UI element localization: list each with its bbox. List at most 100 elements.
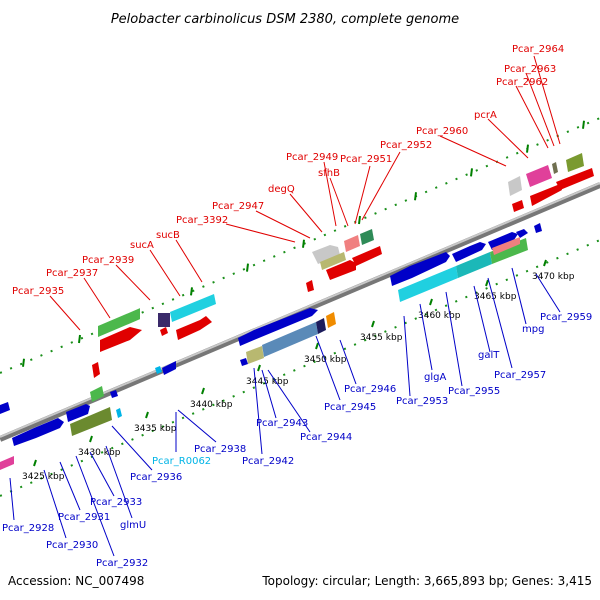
major-tick [201,387,205,395]
feature-block [312,245,340,264]
gene-label: Pcar_2953 [396,396,448,407]
scale-tick-label: 3460 kbp [418,311,461,321]
feature-arrow-forward [100,327,142,352]
feature-trna [116,408,122,418]
gene-label: Pcar_2947 [212,201,264,212]
gene-label: Pcar_2963 [504,64,556,75]
gene-label: Pcar_2952 [380,140,432,151]
scale-tick-label: 3435 kbp [134,424,177,434]
feature-block [492,237,520,255]
gene-label: Pcar_2935 [12,286,64,297]
accession-text: Accession: NC_007498 [8,574,144,588]
major-tick [315,342,319,350]
major-tick [89,435,93,443]
major-tick [190,287,193,296]
feature-arrow-forward [92,362,100,378]
gene-label: Pcar_2949 [286,152,338,163]
gene-label: Pcar_2938 [194,444,246,455]
feature-arrow-reverse [534,223,542,233]
feature-pcar-2944 [262,322,318,357]
scale-tick-label: 3425 kbp [22,472,65,482]
feature-block [566,153,584,172]
scale-tick-label: 3465 kbp [474,292,517,302]
gene-label: Pcar_2955 [448,386,500,397]
gene-label: mpg [522,324,544,335]
gene-label: Pcar_2933 [90,497,142,508]
feature-block [456,252,492,278]
feature-arrow-reverse [162,361,176,375]
feature-block [344,235,360,252]
feature-arrow-forward [326,260,356,280]
major-tick [485,279,489,287]
gene-label: Pcar_2946 [344,384,396,395]
feature-arrow-reverse [488,232,518,250]
feature-arrow-reverse [66,404,90,422]
major-tick [33,459,37,467]
backbone [0,182,600,442]
feature-arrow-reverse [12,418,64,446]
feature-arrow-reverse [238,308,318,346]
feature-arrow-forward [556,168,594,190]
scale-tick-label: 3445 kbp [246,377,289,387]
feature-sucA [170,294,216,322]
feature-block [508,176,522,196]
gene-label: Pcar_2944 [300,432,352,443]
top-label-leaders [49,55,561,331]
major-tick [145,411,149,419]
scale-tick-label: 3470 kbp [532,272,575,282]
bottom-gene-labels: Pcar_2928 Pcar_2930 Pcar_2931 Pcar_2932 … [2,312,592,569]
gene-label: Pcar_2951 [340,154,392,165]
scale-tick-labels: 3425 kbp 3430 kbp 3435 kbp 3440 kbp 3445 kbp… [22,272,575,482]
feature-arrow-reverse [0,402,10,414]
gene-label: Pcar_2957 [494,370,546,381]
gene-label: Pcar_2932 [96,558,148,569]
feature-block [326,312,336,328]
feature-block [0,456,14,470]
feature-arrow-reverse [240,358,248,366]
major-tick [414,192,417,201]
gene-label: glgA [424,372,446,383]
gene-label: Pcar_2931 [58,512,110,523]
feature-arrow-forward [512,200,524,212]
feature-block [320,252,346,270]
major-tick [470,168,473,177]
gene-label: Pcar_2960 [416,126,468,137]
feature-glgA [398,266,458,302]
major-tick [429,298,433,306]
feature-block [158,313,170,327]
gene-label: Pcar_2928 [2,523,54,534]
gene-label: Pcar_2930 [46,540,98,551]
gene-label: degQ [268,184,295,195]
feature-block [70,407,112,436]
feature-arrow-forward [176,316,212,340]
gene-label: Pcar_2945 [324,402,376,413]
gene-label: glmU [120,520,146,531]
feature-arrow-reverse [110,390,118,398]
feature-arrow-forward [160,327,168,336]
major-tick [582,120,585,129]
gene-label: Pcar_R0062 [152,456,211,467]
bottom-label-leaders [9,267,561,557]
feature-arrow-forward [306,280,314,292]
feature-arrow-reverse [452,242,486,262]
feature-arrow-reverse [390,252,450,286]
major-tick [78,334,81,344]
scale-tick-label: 3455 kbp [360,333,403,343]
gene-label: galT [478,350,500,361]
major-tick [358,215,361,225]
scale-tick-label: 3430 kbp [78,448,121,458]
gene-label: pcrA [474,110,497,121]
gene-label: sucA [130,240,154,251]
gene-label: Pcar_2939 [82,255,134,266]
feature-arrow-reverse [516,229,528,238]
feature-trna [155,366,162,374]
major-tick [371,320,375,328]
major-tick [22,358,25,367]
feature-arrow-forward [352,246,382,266]
gene-label: Pcar_2942 [242,456,294,467]
top-gene-labels: Pcar_2935 Pcar_2937 Pcar_2939 sucA sucB … [12,44,564,297]
feature-block [360,229,374,245]
gene-label: sucB [156,230,180,241]
gene-label: Pcar_2962 [496,77,548,88]
